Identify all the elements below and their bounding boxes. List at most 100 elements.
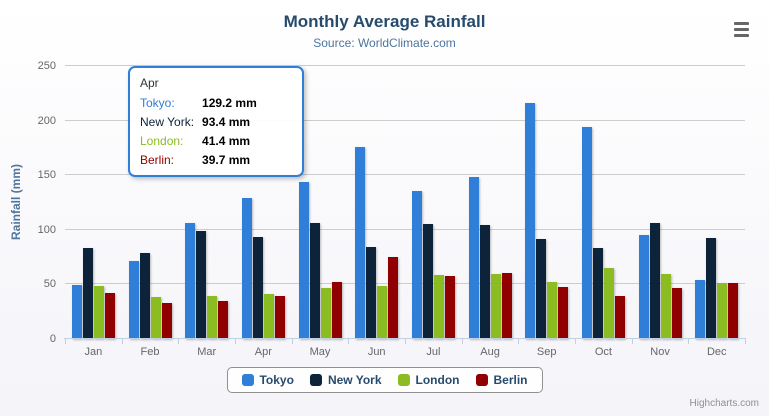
- bar-new-york-may[interactable]: [309, 223, 320, 339]
- bar-berlin-nov[interactable]: [671, 287, 682, 339]
- bar-berlin-may[interactable]: [331, 281, 342, 339]
- bar-berlin-aug[interactable]: [501, 273, 512, 339]
- bar-london-may[interactable]: [320, 287, 331, 339]
- bar-london-feb[interactable]: [150, 296, 161, 339]
- bar-group-jul: [405, 66, 462, 339]
- bar-group-nov: [632, 66, 689, 339]
- bar-london-apr[interactable]: [263, 293, 274, 339]
- x-axis-tick: [121, 339, 123, 344]
- bar-new-york-oct[interactable]: [592, 247, 603, 339]
- gridline: [65, 228, 745, 230]
- tooltip-series-name: Tokyo:: [140, 96, 175, 110]
- bar-london-mar[interactable]: [207, 296, 218, 339]
- tooltip-series-value: 129.2 mm: [202, 96, 257, 110]
- bar-tokyo-jan[interactable]: [71, 284, 82, 339]
- legend-label: Tokyo: [259, 373, 294, 387]
- tooltip-series-name: Berlin:: [140, 153, 175, 167]
- y-tick-label: 250: [37, 60, 56, 72]
- bar-london-sep[interactable]: [547, 281, 558, 339]
- tooltip-series-name: London:: [140, 134, 184, 148]
- x-tick-label: Jun: [367, 346, 386, 358]
- context-menu-icon[interactable]: [732, 20, 753, 42]
- gridline: [65, 283, 745, 285]
- bar-tokyo-jul[interactable]: [411, 190, 422, 339]
- bar-new-york-nov[interactable]: [649, 222, 660, 339]
- chart-title: Monthly Average Rainfall: [283, 12, 486, 31]
- tooltip-category: Apr: [140, 76, 159, 90]
- legend-item-berlin[interactable]: Berlin: [475, 373, 528, 387]
- bar-berlin-apr[interactable]: [274, 295, 285, 339]
- bar-tokyo-may[interactable]: [298, 181, 309, 339]
- bar-tokyo-dec[interactable]: [695, 279, 706, 339]
- tooltip: Apr Tokyo: 129.2 mm New York: 93.4 mm London…: [128, 66, 304, 177]
- bar-tokyo-oct[interactable]: [581, 127, 592, 339]
- bar-tokyo-jun[interactable]: [355, 146, 366, 339]
- legend-label: New York: [327, 373, 382, 387]
- legend-symbol: [309, 374, 322, 386]
- bar-london-dec[interactable]: [717, 283, 728, 339]
- bar-new-york-feb[interactable]: [139, 253, 150, 339]
- bar-group-jan: [65, 66, 122, 339]
- bar-berlin-jan[interactable]: [104, 292, 115, 339]
- bar-tokyo-sep[interactable]: [525, 102, 536, 339]
- bar-berlin-oct[interactable]: [614, 296, 625, 339]
- bar-tokyo-feb[interactable]: [128, 260, 139, 339]
- x-axis-tick: [291, 339, 293, 344]
- x-axis-ticks: [65, 339, 746, 345]
- bar-new-york-jun[interactable]: [366, 246, 377, 339]
- chart-subtitle: Source: WorldClimate.com: [313, 36, 456, 50]
- gridline: [65, 119, 745, 121]
- y-axis-labels: 0 50 100 150 200 250: [0, 60, 56, 345]
- bar-group-mar: [178, 66, 235, 339]
- bar-london-nov[interactable]: [660, 274, 671, 339]
- bar-london-jul[interactable]: [433, 274, 444, 339]
- tooltip-rows: Tokyo: 129.2 mm New York: 93.4 mm London: 41.…: [140, 96, 292, 167]
- bar-new-york-jul[interactable]: [422, 224, 433, 339]
- x-tick-label: Dec: [706, 346, 727, 358]
- bar-group-oct: [575, 66, 632, 339]
- bar-berlin-dec[interactable]: [728, 283, 739, 339]
- bar-london-jan[interactable]: [93, 285, 104, 339]
- bar-new-york-dec[interactable]: [706, 238, 717, 339]
- credits-link[interactable]: Highcharts.com: [689, 398, 759, 409]
- bar-group-sep: [518, 66, 575, 339]
- bar-berlin-mar[interactable]: [218, 301, 229, 339]
- bar-new-york-sep[interactable]: [536, 239, 547, 339]
- bar-tokyo-aug[interactable]: [468, 176, 479, 339]
- tooltip-series-value: 93.4 mm: [202, 115, 251, 129]
- x-tick-label: May: [309, 346, 331, 358]
- x-tick-label: Oct: [594, 346, 612, 358]
- tooltip-series-value: 41.4 mm: [202, 134, 251, 148]
- x-tick-label: Jul: [426, 346, 441, 358]
- x-axis-line: [64, 338, 746, 339]
- bar-berlin-sep[interactable]: [558, 287, 569, 339]
- bar-new-york-aug[interactable]: [479, 225, 490, 339]
- x-tick-label: Jan: [84, 346, 103, 358]
- bar-berlin-jun[interactable]: [388, 256, 399, 339]
- y-tick-label: 100: [37, 223, 56, 236]
- legend-item-london[interactable]: London: [397, 373, 460, 387]
- bar-new-york-mar[interactable]: [196, 231, 207, 339]
- bar-new-york-apr[interactable]: [252, 237, 263, 339]
- legend-item-new-york[interactable]: New York: [309, 373, 382, 387]
- bar-group-feb: [122, 66, 179, 339]
- bar-tokyo-mar[interactable]: [185, 222, 196, 339]
- bar-groups: [65, 66, 745, 339]
- x-axis-tick: [575, 339, 576, 344]
- bar-tokyo-apr[interactable]: [241, 197, 252, 339]
- bar-berlin-feb[interactable]: [161, 302, 172, 339]
- bar-london-oct[interactable]: [603, 267, 614, 339]
- x-axis-tick: [65, 339, 66, 344]
- bar-group-jun: [348, 66, 405, 339]
- x-axis-tick: [461, 339, 463, 344]
- x-axis-tick: [745, 339, 746, 344]
- y-tick-label: 200: [37, 114, 56, 127]
- bar-tokyo-nov[interactable]: [638, 234, 649, 339]
- bar-new-york-jan[interactable]: [82, 247, 93, 339]
- x-axis-tick: [631, 339, 633, 344]
- bar-london-aug[interactable]: [490, 273, 501, 339]
- bar-london-jun[interactable]: [377, 286, 388, 339]
- bar-berlin-jul[interactable]: [444, 276, 455, 339]
- x-tick-label: Apr: [254, 346, 272, 358]
- legend-item-tokyo[interactable]: Tokyo: [241, 373, 294, 387]
